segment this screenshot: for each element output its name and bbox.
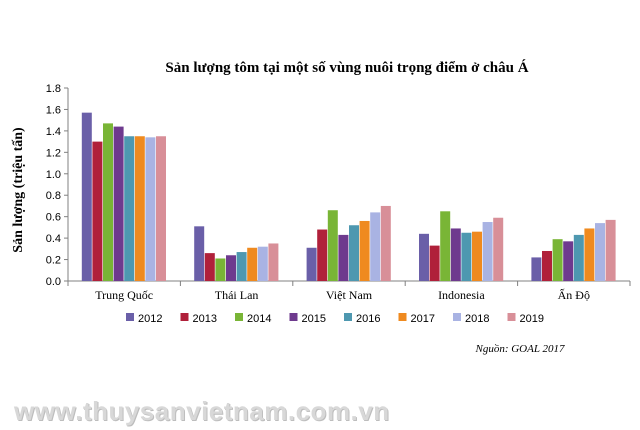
bar [493,217,504,281]
bar [531,257,542,281]
axes: 0.0 0.2 0.4 0.6 0.8 1.0 1.2 1.4 1.6 1.8 Trung Quốc… [46,83,631,302]
legend-swatch [507,313,516,321]
bar [450,228,461,281]
bar [472,231,482,281]
bar [359,220,370,281]
legend-swatch [289,313,298,321]
bar [145,137,156,281]
watermark: www.thuysanvietnam.com.vn [14,396,390,426]
bar [419,233,429,281]
y-tick-label: 0.8 [46,190,61,202]
bar [584,228,595,281]
bar [92,141,103,281]
legend-label: 2017 [411,313,435,325]
bars [81,112,616,282]
bar [552,239,563,281]
legend-swatch [344,313,352,321]
bar [380,205,391,281]
y-tick-label: 0.4 [46,233,61,245]
bar [226,255,236,281]
bar [605,219,616,281]
bar [338,234,349,281]
legend-label: 2018 [465,313,489,325]
bar [215,258,226,281]
y-tick-label: 1.4 [46,126,61,138]
bar [134,136,145,281]
bar [482,222,493,281]
legend-label: 2013 [193,313,217,325]
legend-swatch [180,313,189,321]
legend-swatch [453,313,461,321]
legend-label: 2015 [302,313,326,325]
category-label: Trung Quốc [95,288,153,302]
legend-swatch [235,313,243,321]
bar [317,229,328,281]
bar [306,247,317,281]
legend-label: 2019 [520,313,544,325]
y-tick-label: 1.2 [46,147,61,159]
bar [429,245,440,281]
legend-swatch [398,313,407,321]
bar [542,250,552,281]
bar [595,223,605,281]
bar [194,226,205,281]
bar [156,136,166,281]
legend-label: 2014 [247,313,271,325]
bar [461,232,472,281]
bar [113,126,124,281]
bar [236,252,247,281]
category-label: Ấn Độ [558,287,590,302]
y-tick-label: 0.0 [46,276,61,288]
bar [327,210,338,281]
bar [370,212,381,281]
y-tick-label: 0.2 [46,255,61,267]
legend: 2012 2013 2014 2015 2016 2017 2018 2019 [126,313,544,325]
bar [268,243,279,281]
y-tick-label: 1.8 [46,83,61,95]
legend-label: 2016 [356,313,380,325]
y-tick-label: 1.6 [46,104,61,116]
bar [124,136,135,281]
bar [204,253,215,281]
bar [440,211,451,281]
legend-label: 2012 [138,313,162,325]
bar [81,112,92,282]
bar [563,241,574,281]
bar [247,247,258,281]
category-label: Việt Nam [326,288,373,302]
y-tick-label: 0.6 [46,212,61,224]
category-label: Thái Lan [215,288,259,302]
y-axis-label: Sản lượng (triệu tấn) [11,127,26,253]
legend-swatch [126,313,134,321]
bar [349,225,359,281]
category-label: Indonesia [438,288,485,302]
chart-title: Sản lượng tôm tại một số vùng nuôi trọng… [165,59,528,76]
bar [573,234,584,281]
source-note: Nguồn: GOAL 2017 [474,343,565,355]
bar [257,246,268,281]
bar [103,123,113,281]
y-tick-label: 1.0 [46,169,61,181]
